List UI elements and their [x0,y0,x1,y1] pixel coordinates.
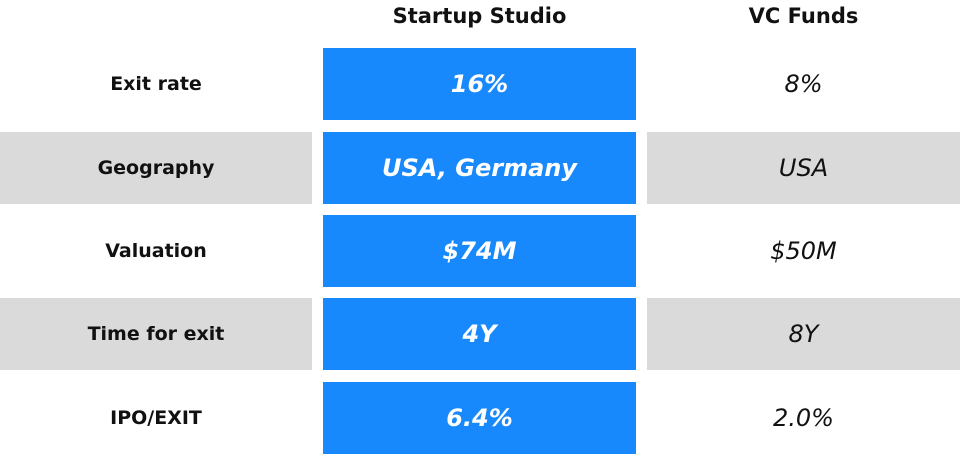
vc-value: $50M [770,237,837,265]
vc-value: 8% [784,70,823,98]
studio-value: $74M [323,215,636,287]
studio-value: 4Y [323,298,636,370]
vc-value: 2.0% [773,404,834,432]
studio-value: 6.4% [323,382,636,454]
row-label: Exit rate [110,73,202,95]
column-header: VC Funds [748,4,859,28]
studio-value: USA, Germany [323,132,636,204]
vc-value: USA [647,132,960,204]
row-label: Valuation [105,240,207,262]
studio-value: 16% [323,48,636,120]
row-label: Time for exit [0,298,312,370]
row-label: Geography [0,132,312,204]
row-label: IPO/EXIT [110,407,202,429]
vc-value: 8Y [647,298,960,370]
column-header: Startup Studio [392,4,567,28]
